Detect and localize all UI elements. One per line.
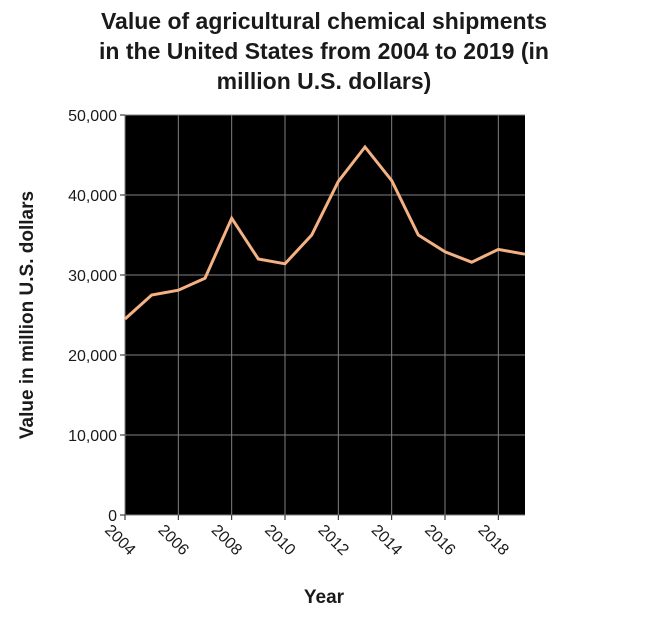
y-axis-title: Value in million U.S. dollars: [17, 191, 38, 439]
y-tick-label: 30,000: [68, 268, 117, 285]
y-tick-label: 0: [108, 508, 117, 525]
y-axis-ticks: 0 10,000 20,000 30,000 40,000 50,000: [68, 108, 125, 525]
x-axis-title: Year: [304, 587, 345, 608]
y-tick-label: 20,000: [68, 348, 117, 365]
x-tick-label: 2014: [368, 522, 405, 559]
x-tick-label: 2016: [421, 522, 458, 559]
y-tick-label: 50,000: [68, 108, 117, 125]
plot-area: [125, 115, 525, 515]
series-layer: [123, 144, 526, 321]
x-tick-label: 2018: [475, 522, 512, 559]
x-tick-label: 2010: [261, 522, 298, 559]
x-tick-label: 2012: [315, 522, 352, 559]
x-tick-label: 2004: [101, 522, 138, 559]
chart-title: Value of agricultural chemical shipments…: [99, 8, 549, 94]
x-tick-label: 2008: [208, 522, 245, 559]
series-line: [123, 144, 526, 321]
x-axis-ticks: 2004 2006 2008 2010 2012 2014 2016 2018: [101, 515, 512, 559]
y-tick-label: 40,000: [68, 188, 117, 205]
y-tick-label: 10,000: [68, 428, 117, 445]
x-tick-label: 2006: [155, 522, 192, 559]
